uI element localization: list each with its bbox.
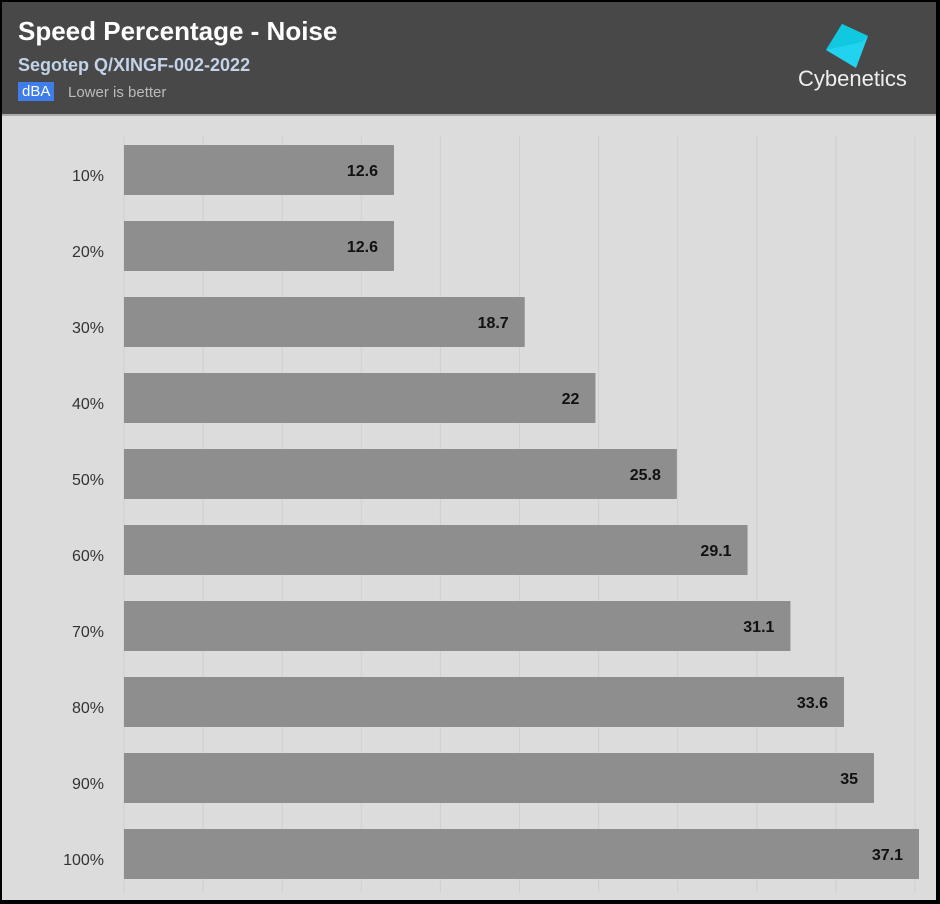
category-label: 30% [72, 320, 104, 337]
value-label: 12.6 [347, 163, 378, 180]
bar [124, 677, 844, 727]
value-label: 37.1 [872, 847, 903, 864]
category-label: 70% [72, 624, 104, 641]
category-label: 40% [72, 396, 104, 413]
bar [124, 829, 919, 879]
chart-subtitle: Segotep Q/XINGF-002-2022 [18, 55, 251, 75]
bar [124, 297, 525, 347]
category-label: 10% [72, 168, 104, 185]
value-label: 18.7 [478, 315, 509, 332]
bar-chart: 12.6 10% 12.6 20% 18.7 30% 22 40% 25.8 50% 29.1 60%… [63, 136, 919, 892]
value-label: 22 [562, 391, 580, 408]
bar [124, 449, 677, 499]
category-label: 100% [63, 852, 104, 869]
value-label: 25.8 [630, 467, 661, 484]
logo-text: Cybenetics [798, 66, 907, 91]
chart-title: Speed Percentage - Noise [18, 16, 338, 46]
bar [124, 221, 394, 271]
value-label: 29.1 [700, 543, 731, 560]
bar [124, 601, 791, 651]
value-label: 31.1 [743, 619, 774, 636]
cybenetics-logo-icon [826, 24, 868, 68]
category-label: 50% [72, 472, 104, 489]
category-label: 80% [72, 700, 104, 717]
lower-is-better-note: Lower is better [68, 84, 167, 101]
bar [124, 373, 596, 423]
category-label: 60% [72, 548, 104, 565]
value-label: 33.6 [797, 695, 828, 712]
unit-badge: dBA [18, 82, 55, 101]
chart-header: Speed Percentage - Noise Segotep Q/XINGF… [2, 2, 936, 116]
value-label: 12.6 [347, 239, 378, 256]
category-label: 90% [72, 776, 104, 793]
bar [124, 753, 874, 803]
value-label: 35 [840, 771, 858, 788]
category-label: 20% [72, 244, 104, 261]
bar [124, 525, 748, 575]
bar [124, 145, 394, 195]
